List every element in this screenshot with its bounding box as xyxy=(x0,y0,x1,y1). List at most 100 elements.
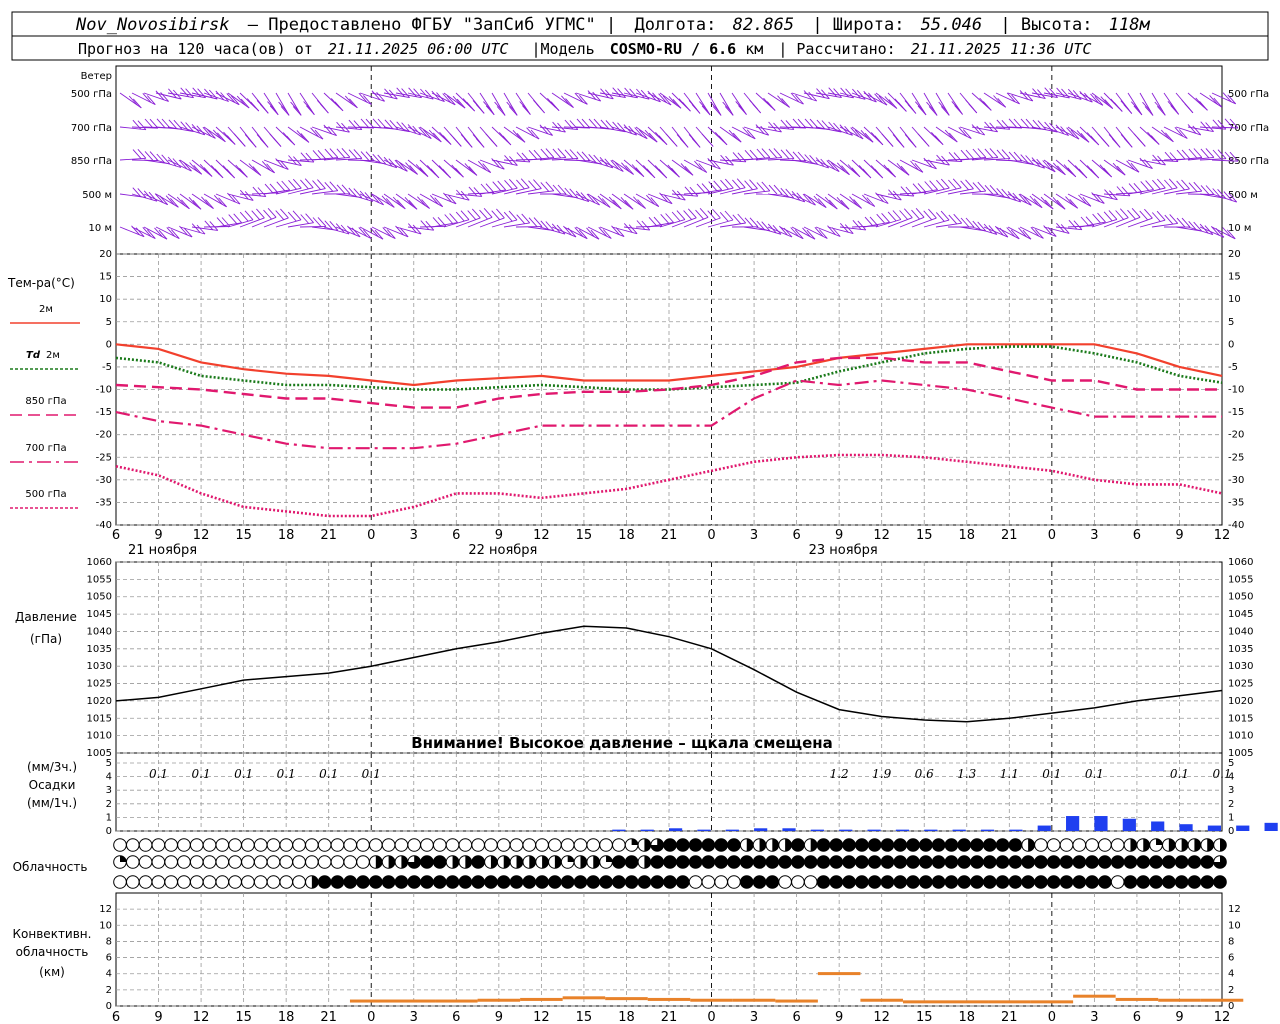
cloud-cell xyxy=(305,855,319,869)
wind-barb-feather xyxy=(1204,225,1214,235)
wind-barb-shaft xyxy=(143,193,168,206)
cloud-cell xyxy=(1098,838,1112,852)
wind-barb-feather xyxy=(1224,118,1234,129)
wind-barb-feather xyxy=(849,196,858,206)
wind-level-label-right: 700 гПа xyxy=(1228,123,1269,134)
cloud-cell-fill xyxy=(676,838,690,852)
wind-barb-shaft xyxy=(623,159,645,178)
wind-barb-feather xyxy=(236,95,246,106)
wind-barb-feather xyxy=(385,198,395,208)
cloud-cell xyxy=(138,838,153,852)
cloud-cell-fill xyxy=(446,875,459,889)
wind-barb-shaft xyxy=(575,226,600,240)
precip-value-label: 0.1 xyxy=(362,767,381,781)
wind-barb-feather xyxy=(399,162,408,172)
wind-barb-feather xyxy=(881,133,891,144)
wind-barb-feather xyxy=(617,88,626,98)
cloud-cell-fill xyxy=(766,855,779,869)
wind-barb-feather xyxy=(217,132,226,143)
wind-barb-feather xyxy=(1092,213,1101,224)
wind-barb-feather xyxy=(608,196,618,207)
precip-value-label: 1.2 xyxy=(830,767,849,781)
wind-barb-feather xyxy=(1019,90,1029,100)
wind-barb-shaft xyxy=(1175,126,1201,136)
wind-barb-shaft xyxy=(815,92,842,99)
wind-barb-feather xyxy=(1145,180,1154,190)
wind-barb-feather xyxy=(552,148,562,159)
precip-bar xyxy=(1151,821,1165,831)
wind-barb-shaft xyxy=(1211,226,1236,240)
wind-barb-shaft xyxy=(959,126,985,136)
wind-barb-feather xyxy=(207,129,216,139)
wind-barb-feather xyxy=(1193,148,1203,158)
wind-barb-feather xyxy=(158,229,168,240)
wind-barb-feather xyxy=(261,161,271,171)
temp-tick-label: -25 xyxy=(96,452,112,463)
wind-barb-feather xyxy=(438,165,448,175)
conv-tick-label: 8 xyxy=(1228,936,1234,947)
wind-barb-feather xyxy=(1193,221,1203,232)
wind-barb-shaft xyxy=(875,219,902,228)
wind-barb-shaft xyxy=(1043,92,1070,99)
cloud-cell-fill xyxy=(868,855,881,869)
precip-bar xyxy=(810,829,824,831)
wind-barb-feather xyxy=(879,194,889,204)
wind-barb-feather xyxy=(744,150,754,160)
wind-barb-feather xyxy=(252,166,262,176)
wind-barb-shaft xyxy=(335,126,362,131)
wind-barb-shaft xyxy=(383,226,409,238)
wind-barb-feather xyxy=(665,213,674,223)
temp-tick-label: 20 xyxy=(99,249,112,260)
wind-barb-feather xyxy=(1080,216,1090,227)
cloud-cell-fill xyxy=(1060,875,1073,889)
conv-bar xyxy=(392,999,436,1003)
precip-tick-label: 3 xyxy=(1228,785,1234,796)
hour-label: 3 xyxy=(750,528,758,543)
cloud-cell xyxy=(317,838,332,852)
cloud-cell-fill xyxy=(1181,838,1188,852)
conv-bar xyxy=(477,998,521,1002)
wind-barb-shaft xyxy=(275,159,302,167)
wind-barb-shaft xyxy=(1163,188,1190,195)
wind-barb-feather xyxy=(1133,105,1143,116)
wind-barb-shaft xyxy=(131,92,156,106)
wind-barb-feather xyxy=(1078,194,1087,205)
wind-barb-feather xyxy=(1068,219,1078,230)
wind-barb-shaft xyxy=(455,217,481,228)
wind-barb-feather xyxy=(412,125,422,136)
wind-barb-feather xyxy=(516,214,526,224)
wind-barb-feather xyxy=(132,149,142,159)
wind-barb-feather xyxy=(1167,101,1177,111)
wind-barb-feather xyxy=(1013,151,1023,162)
cloud-cell-fill xyxy=(1021,875,1035,889)
wind-barb-feather xyxy=(323,124,333,135)
wind-barb-feather xyxy=(923,157,933,168)
wind-barb-shaft xyxy=(1187,226,1214,236)
wind-barb-feather xyxy=(1090,93,1099,104)
wind-barb-feather xyxy=(344,95,354,106)
wind-barb-feather xyxy=(712,106,722,116)
wind-barb-feather xyxy=(353,149,363,159)
wind-barb-feather xyxy=(202,126,212,137)
wind-barb-shaft xyxy=(815,193,838,210)
cloud-cell xyxy=(253,838,268,852)
temp-tick-label: 10 xyxy=(1228,294,1241,305)
pressure-unit: (гПа) xyxy=(30,632,62,646)
cloud-cell-fill xyxy=(881,875,894,889)
wind-barb-shaft xyxy=(215,126,236,145)
precip-bar xyxy=(782,828,796,831)
wind-barb-feather xyxy=(1217,149,1227,159)
wind-barb-feather xyxy=(696,183,706,194)
wind-barb-feather xyxy=(1156,210,1166,221)
wind-barb-feather xyxy=(428,129,438,140)
wind-barb-feather xyxy=(931,132,940,142)
cloud-cell-fill xyxy=(727,838,741,852)
cloud-cell-fill xyxy=(331,875,344,889)
wind-barb-feather xyxy=(1018,193,1028,204)
cloud-cell-fill xyxy=(676,855,690,869)
cloud-cell-fill xyxy=(625,875,638,889)
cloud-cell xyxy=(279,875,294,889)
wind-barb-feather xyxy=(533,179,542,189)
cloud-cell xyxy=(343,855,358,869)
cloud-cell xyxy=(164,855,178,869)
